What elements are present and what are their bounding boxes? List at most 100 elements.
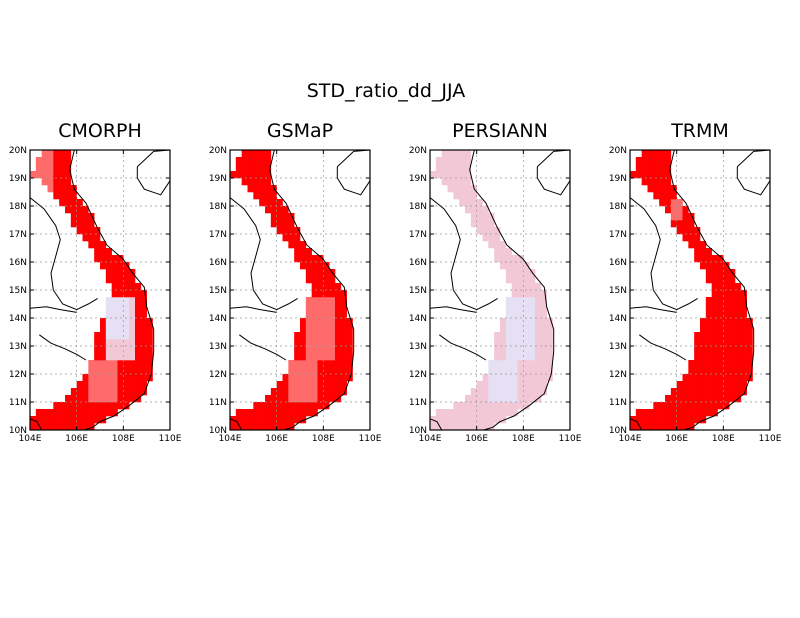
grid-cell bbox=[717, 388, 724, 396]
grid-cell bbox=[323, 311, 330, 319]
grid-cell bbox=[117, 290, 124, 298]
grid-cell bbox=[647, 171, 654, 179]
grid-cell bbox=[670, 388, 677, 396]
grid-cell bbox=[35, 423, 42, 431]
grid-cell bbox=[711, 374, 718, 382]
grid-cell bbox=[717, 311, 724, 319]
axis-ticks: 10N 11N 12N 13N 14N 15N 16N 17N 18N 19N 20N 104E 106… bbox=[9, 146, 182, 444]
grid-cell bbox=[700, 409, 707, 417]
grid-cell bbox=[82, 395, 89, 403]
grid-cell bbox=[94, 346, 101, 354]
grid-cell bbox=[700, 248, 707, 256]
grid-cell bbox=[717, 325, 724, 333]
grid-cell bbox=[482, 374, 489, 382]
lat-tick-label: 14N bbox=[609, 314, 627, 324]
grid-cell bbox=[641, 150, 648, 158]
grid-cell bbox=[717, 304, 724, 312]
grid-cell bbox=[705, 339, 712, 347]
grid-cell bbox=[105, 395, 112, 403]
grid-cell bbox=[53, 171, 60, 179]
lat-tick-label: 20N bbox=[409, 146, 427, 156]
grid-cell bbox=[265, 164, 272, 172]
grid-cell bbox=[311, 283, 318, 291]
grid-cell bbox=[253, 150, 260, 158]
lat-tick-label: 14N bbox=[209, 314, 227, 324]
grid-cell bbox=[711, 346, 718, 354]
grid-cell bbox=[346, 332, 353, 340]
grid-cell bbox=[70, 416, 77, 424]
grid-cell bbox=[641, 423, 648, 431]
grid-cell bbox=[53, 150, 60, 158]
grid-cell bbox=[270, 388, 277, 396]
grid-cell bbox=[53, 416, 60, 424]
grid-cell bbox=[482, 227, 489, 235]
grid-cell bbox=[111, 318, 118, 326]
grid-cell bbox=[694, 332, 701, 340]
grid-cell bbox=[129, 381, 136, 389]
grid-cell bbox=[123, 388, 130, 396]
grid-cell bbox=[717, 339, 724, 347]
grid-cell bbox=[529, 290, 536, 298]
grid-cell bbox=[729, 388, 736, 396]
grid-cell bbox=[535, 304, 542, 312]
grid-cell bbox=[688, 360, 695, 368]
grid-cell bbox=[253, 423, 260, 431]
grid-cell bbox=[694, 346, 701, 354]
grid-cell bbox=[500, 346, 507, 354]
grid-cell bbox=[694, 381, 701, 389]
grid-cell bbox=[311, 402, 318, 410]
grid-cell bbox=[335, 353, 342, 361]
grid-cell bbox=[740, 339, 747, 347]
grid-cell bbox=[323, 360, 330, 368]
grid-cell bbox=[705, 353, 712, 361]
grid-cell bbox=[247, 157, 254, 165]
grid-cell bbox=[282, 381, 289, 389]
grid-cell bbox=[630, 423, 637, 431]
grid-cell bbox=[65, 192, 72, 200]
grid-cell bbox=[140, 325, 147, 333]
grid-cell bbox=[494, 234, 501, 242]
grid-cell bbox=[105, 367, 112, 375]
grid-cell bbox=[635, 416, 642, 424]
grid-cell bbox=[76, 381, 83, 389]
grid-cell bbox=[435, 164, 442, 172]
grid-cell bbox=[53, 185, 60, 193]
grid-cell bbox=[340, 388, 347, 396]
country-border bbox=[629, 306, 677, 313]
grid-cell bbox=[653, 178, 660, 186]
grid-cell bbox=[441, 416, 448, 424]
grid-cell bbox=[670, 220, 677, 228]
grid-cell bbox=[717, 402, 724, 410]
grid-cell bbox=[235, 157, 242, 165]
grid-cell bbox=[459, 416, 466, 424]
grid-cell bbox=[494, 353, 501, 361]
grid-cell bbox=[488, 423, 495, 431]
grid-cell bbox=[488, 395, 495, 403]
grid-cell bbox=[676, 381, 683, 389]
grid-cell bbox=[311, 353, 318, 361]
grid-cell bbox=[123, 262, 130, 270]
lat-tick-label: 11N bbox=[409, 398, 427, 408]
grid-cell bbox=[717, 374, 724, 382]
grid-cell bbox=[129, 360, 136, 368]
grid-cell bbox=[711, 283, 718, 291]
grid-cell bbox=[465, 199, 472, 207]
lat-tick-label: 15N bbox=[209, 286, 227, 296]
grid-cell bbox=[88, 402, 95, 410]
grid-cell bbox=[340, 367, 347, 375]
grid-cell bbox=[94, 409, 101, 417]
grid-cell bbox=[476, 395, 483, 403]
grid-cell bbox=[311, 360, 318, 368]
grid-cell bbox=[729, 332, 736, 340]
grid-cell bbox=[676, 395, 683, 403]
grid-cell bbox=[441, 409, 448, 417]
lat-tick-label: 10N bbox=[9, 426, 27, 436]
grid-cell bbox=[230, 423, 237, 431]
grid-cell bbox=[117, 269, 124, 277]
grid-cell bbox=[459, 409, 466, 417]
grid-cell bbox=[511, 311, 518, 319]
island-coastline bbox=[229, 418, 243, 431]
coastlines bbox=[429, 149, 571, 431]
grid-cell bbox=[317, 290, 324, 298]
grid-cell bbox=[729, 346, 736, 354]
